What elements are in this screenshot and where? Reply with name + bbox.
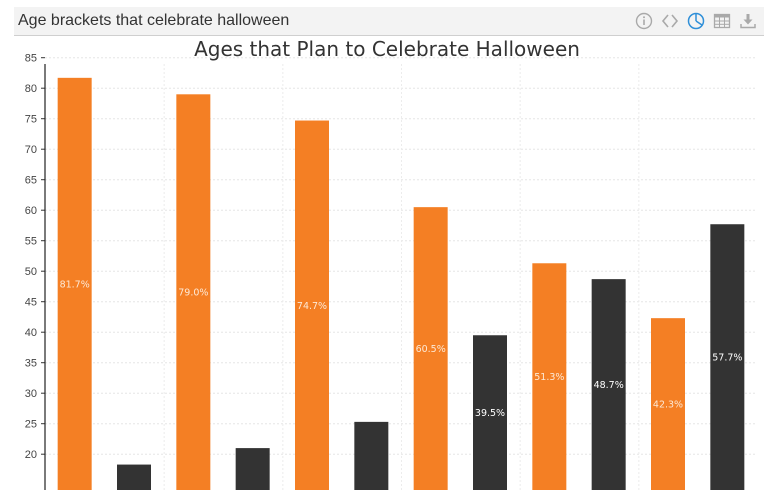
- data-labels: 81.7% 79.0% 74.7% 60.5% 39.5% 51.3% 48.7% 42.3%…: [60, 279, 743, 419]
- bar: [413, 207, 448, 490]
- bar: [710, 224, 745, 490]
- y-tick-label: 20: [25, 449, 37, 461]
- panel-header: Age brackets that celebrate halloween: [14, 7, 764, 36]
- y-tick-label: 30: [25, 388, 37, 400]
- y-tick-label: 80: [25, 83, 37, 95]
- chart-title: Ages that Plan to Celebrate Halloween: [194, 37, 580, 61]
- bar-data-label: 39.5%: [475, 408, 505, 419]
- table-button[interactable]: [712, 11, 732, 31]
- y-tick-label: 50: [25, 266, 37, 278]
- bar: [532, 263, 567, 490]
- bar-data-label: 51.3%: [534, 372, 564, 383]
- bar: [651, 318, 685, 490]
- y-tick-label: 40: [25, 327, 37, 339]
- bar-data-label: 48.7%: [594, 380, 624, 391]
- bar-data-label: 81.7%: [60, 279, 90, 290]
- code-icon: [661, 14, 679, 28]
- y-tick-label: 25: [25, 419, 37, 431]
- y-tick-label: 55: [25, 236, 37, 248]
- y-tick-label: 65: [25, 175, 37, 187]
- info-icon: [635, 12, 653, 30]
- download-button[interactable]: [738, 11, 758, 31]
- panel-toolbar: [634, 10, 758, 32]
- bar-chart: 81.7% 79.0% 74.7% 60.5% 39.5% 51.3% 48.7% 42.3%…: [25, 37, 757, 490]
- pie-chart-icon: [687, 12, 705, 30]
- bar-data-label: 74.7%: [297, 301, 327, 312]
- bar-data-label: 42.3%: [653, 400, 683, 411]
- bar-data-label: 60.5%: [416, 344, 446, 355]
- y-tick-label: 85: [25, 53, 37, 65]
- bar-data-label: 79.0%: [178, 288, 208, 299]
- bar: [473, 335, 507, 490]
- bar: [176, 94, 211, 490]
- table-icon: [713, 13, 731, 29]
- pie-chart-button[interactable]: [686, 11, 706, 31]
- bar: [235, 448, 270, 490]
- y-axis: 20 25 30 35 40 45 50 55 60 65 70 75 80 85: [25, 53, 46, 490]
- bar-data-label: 57.7%: [712, 353, 742, 364]
- bar: [117, 464, 151, 490]
- code-button[interactable]: [660, 11, 680, 31]
- info-button[interactable]: [634, 11, 654, 31]
- download-icon: [740, 14, 756, 29]
- y-tick-label: 60: [25, 205, 37, 217]
- bar: [591, 279, 626, 490]
- y-tick-label: 70: [25, 144, 37, 156]
- grid-lines: [45, 57, 757, 490]
- panel-title: Age brackets that celebrate halloween: [18, 12, 290, 29]
- bar: [295, 120, 329, 490]
- y-tick-label: 45: [25, 297, 37, 309]
- bar: [354, 421, 389, 490]
- y-tick-label: 75: [25, 114, 37, 126]
- bar: [57, 77, 92, 490]
- bars: [57, 77, 745, 490]
- y-tick-label: 35: [25, 358, 37, 370]
